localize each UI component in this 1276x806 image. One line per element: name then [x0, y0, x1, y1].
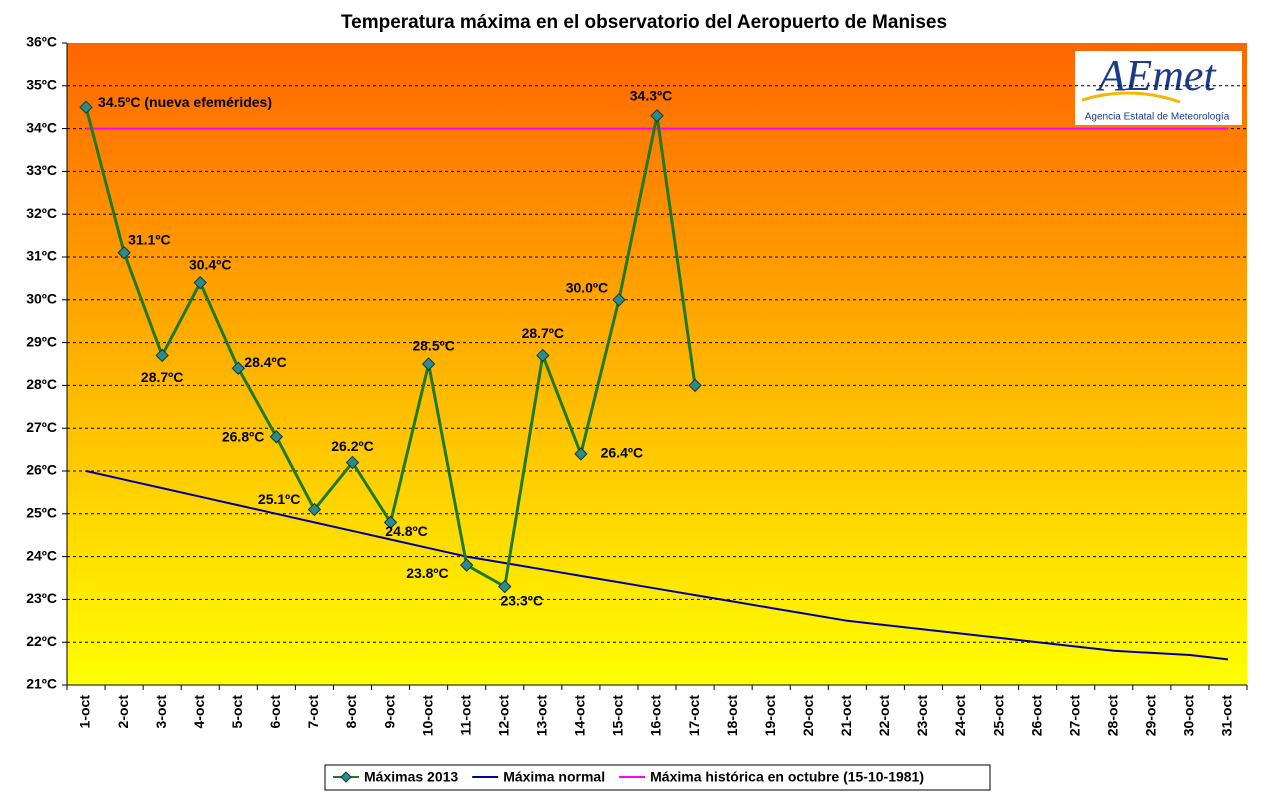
data-point [383, 515, 398, 530]
legend-marker [340, 771, 352, 783]
x-tick-label: 26-oct [1028, 695, 1044, 737]
y-tick-label: 35ºC [26, 77, 57, 93]
y-tick-label: 31ºC [26, 248, 57, 264]
data-point [612, 293, 626, 307]
data-label: 30.4ºC [189, 256, 231, 272]
y-tick-label: 36ºC [26, 34, 57, 50]
x-tick-label: 31-oct [1219, 695, 1235, 737]
x-tick-label: 1-oct [77, 695, 93, 729]
x-tick-label: 5-oct [229, 695, 245, 729]
y-tick-label: 25ºC [26, 505, 57, 521]
logo-box [1075, 51, 1242, 125]
x-tick-label: 7-oct [305, 695, 321, 729]
data-label: 26.2ºC [331, 438, 373, 454]
logo-tagline: Agencia Estatal de Meteorología [1085, 112, 1230, 123]
y-tick-label: 30ºC [26, 291, 57, 307]
data-point [688, 378, 702, 393]
x-tick-label: 11-oct [457, 695, 473, 736]
data-label: 23.3ºC [500, 592, 542, 608]
data-point [345, 455, 360, 470]
logo: AEmet Agencia Estatal de Meteorología [1075, 51, 1242, 125]
x-tick-label: 6-oct [267, 695, 283, 729]
data-label: 30.0ºC [566, 280, 608, 296]
x-tick-label: 18-oct [724, 695, 740, 737]
plot-area [67, 43, 1247, 685]
data-label: 26.8ºC [222, 428, 264, 444]
x-tick-label: 25-oct [990, 695, 1006, 737]
data-label: 24.8ºC [385, 523, 427, 539]
x-tick-label: 28-oct [1104, 695, 1120, 737]
y-tick-label: 27ºC [26, 419, 57, 435]
x-tick-label: 19-oct [762, 695, 778, 737]
data-label: 26.4ºC [601, 445, 643, 461]
x-tick-label: 9-oct [381, 695, 397, 729]
data-point [459, 558, 474, 572]
data-label: 31.1ºC [128, 231, 170, 247]
data-point [117, 246, 131, 260]
data-point [269, 430, 284, 444]
y-tick-label: 26ºC [26, 462, 57, 478]
x-tick-label: 22-oct [876, 695, 892, 737]
data-point [79, 100, 93, 114]
data-label: 34.5ºC (nueva efemérides) [98, 94, 272, 110]
x-tick-label: 10-oct [419, 695, 435, 737]
series-line [85, 470, 1229, 661]
x-tick-label: 21-oct [838, 695, 854, 737]
data-label: 28.7ºC [141, 369, 183, 385]
data-point [498, 579, 512, 594]
data-point [536, 348, 550, 363]
x-tick-label: 14-oct [572, 695, 588, 737]
data-label: 28.5ºC [412, 338, 454, 354]
y-tick-label: 32ºC [26, 205, 57, 221]
y-tick-label: 33ºC [26, 162, 57, 178]
y-tick-label: 24ºC [26, 547, 57, 563]
data-point [421, 357, 436, 371]
x-tick-label: 17-oct [686, 695, 702, 737]
x-tick-label: 24-oct [952, 695, 968, 737]
y-tick-label: 21ºC [26, 676, 57, 692]
x-tick-label: 30-oct [1181, 695, 1197, 737]
data-label: 28.7ºC [522, 325, 564, 341]
x-tick-label: 23-oct [914, 695, 930, 737]
data-point [193, 275, 207, 290]
x-tick-label: 12-oct [495, 695, 511, 737]
x-tick-label: 29-oct [1143, 695, 1159, 737]
logo-swoosh [1081, 91, 1181, 104]
legend [324, 764, 991, 791]
data-point [155, 348, 169, 363]
y-tick-label: 23ºC [26, 590, 57, 606]
data-point [574, 447, 588, 461]
data-label: 25.1ºC [258, 491, 300, 507]
legend-label: Máxima normal [503, 769, 605, 785]
y-tick-label: 34ºC [26, 119, 57, 135]
chart-title: Temperatura máxima en el observatorio de… [341, 12, 947, 33]
data-label: 28.4ºC [244, 354, 286, 370]
x-tick-label: 15-oct [610, 695, 626, 737]
x-tick-label: 4-oct [191, 695, 207, 729]
data-point [650, 109, 664, 123]
x-tick-label: 8-oct [343, 695, 359, 729]
data-label: 34.3ºC [630, 87, 672, 103]
x-tick-label: 3-oct [153, 695, 169, 729]
y-tick-label: 29ºC [26, 333, 57, 349]
y-tick-label: 28ºC [26, 376, 57, 392]
x-tick-label: 16-oct [648, 695, 664, 737]
data-label: 23.8ºC [406, 565, 448, 581]
legend-label: Máximas 2013 [364, 769, 458, 785]
y-tick-label: 22ºC [26, 633, 57, 649]
x-tick-label: 2-oct [115, 695, 131, 729]
legend-label: Máxima histórica en octubre (15-10-1981) [650, 769, 924, 785]
x-tick-label: 27-oct [1066, 695, 1082, 737]
x-tick-label: 20-oct [800, 695, 816, 737]
data-point [307, 502, 322, 517]
data-point [231, 361, 245, 375]
x-tick-label: 13-oct [534, 695, 550, 737]
